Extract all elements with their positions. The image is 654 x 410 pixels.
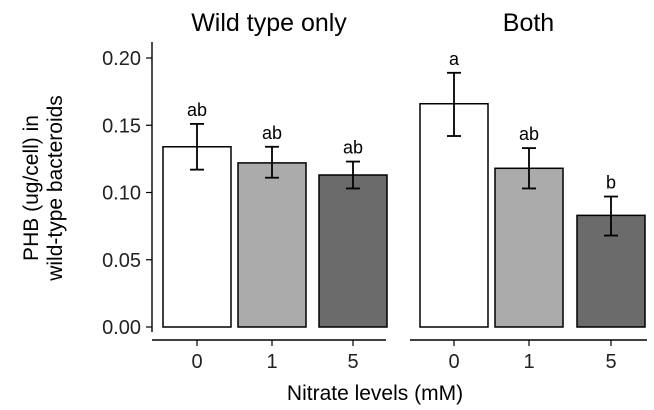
significance-label: b [606,173,616,193]
y-axis-title-line-2: wild-type bacteroids [44,95,67,282]
x-tick-label: 0 [448,351,459,373]
bar-nitrate-0 [419,102,489,328]
panel-title: Both [503,9,554,37]
bar-nitrate-1 [237,162,307,328]
significance-label: ab [343,138,363,158]
bar-nitrate-0 [162,146,232,328]
y-tick-label: 0.20 [102,48,141,70]
panel-title: Wild type only [191,9,347,37]
panel-wild-type-only: Wild type only ab 0 ab 1 ab 5 [152,9,388,373]
y-tick-label: 0.10 [102,183,141,205]
x-tick-label: 1 [523,351,534,373]
x-axis-title: Nitrate levels (mM) [287,382,463,405]
x-tick-label: 0 [191,351,202,373]
bar-nitrate-1 [494,167,564,328]
y-tick-label: 0.05 [102,250,141,272]
significance-label: ab [262,123,282,143]
x-tick-label: 1 [266,351,277,373]
y-tick-label: 0.15 [102,115,141,137]
bar-nitrate-5 [318,174,388,328]
y-axis: 0.00 0.05 0.10 0.15 0.20 [102,42,153,339]
x-tick-label: 5 [605,351,616,373]
x-tick-label: 5 [347,351,358,373]
y-axis-title-line-1: PHB (ug/cell) in [20,115,43,261]
significance-label: a [449,49,460,69]
significance-label: ab [519,124,539,144]
y-tick-label: 0.00 [102,317,141,339]
panel-both: Both a 0 ab 1 b 5 [410,9,647,373]
significance-label: ab [187,100,207,120]
